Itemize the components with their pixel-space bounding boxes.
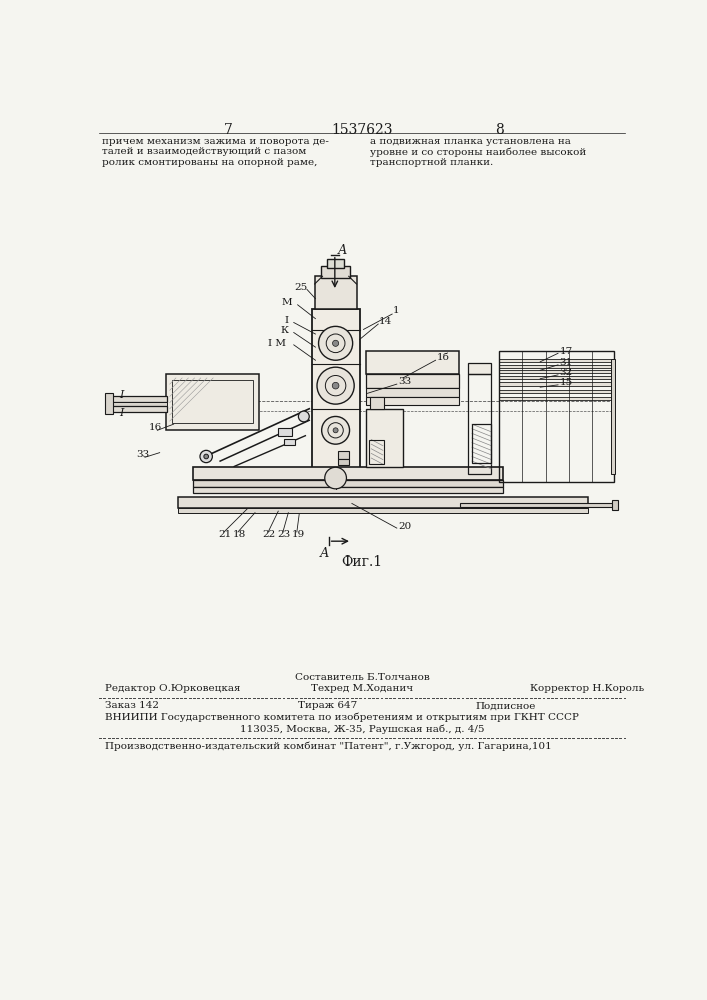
Text: 22: 22 [263,530,276,539]
Circle shape [325,467,346,489]
Text: 33: 33 [398,377,411,386]
Text: 18: 18 [233,530,246,539]
Bar [460,503,615,507]
Text: 15: 15 [559,378,573,387]
Bar [172,380,252,423]
Text: 1537623: 1537623 [331,123,392,137]
Bar [499,376,614,379]
Bar [499,382,614,386]
Text: 17: 17 [559,347,573,356]
Text: 32: 32 [559,368,573,377]
Text: I: I [119,408,124,418]
Text: А: А [320,547,329,560]
Bar [193,487,503,493]
Text: 19: 19 [291,530,305,539]
Bar [499,365,614,368]
Text: Составитель Б.Толчанов: Составитель Б.Толчанов [295,673,429,682]
Bar [499,370,614,373]
Circle shape [319,326,353,360]
Text: 31: 31 [559,358,573,367]
Circle shape [204,454,209,459]
Bar [177,508,588,513]
Bar [370,397,384,409]
Bar [499,359,614,362]
Text: 20: 20 [398,522,411,531]
Bar [166,374,259,430]
Text: 113035, Москва, Ж-35, Раушская наб., д. 4/5: 113035, Москва, Ж-35, Раушская наб., д. … [240,724,484,734]
Text: 16: 16 [149,424,162,432]
Text: 1б: 1б [437,353,450,362]
Bar [338,451,349,459]
Circle shape [332,382,339,389]
Text: ВНИИПИ Государственного комитета по изобретениям и открытиям при ГКНТ СССР: ВНИИПИ Государственного комитета по изоб… [105,713,579,722]
Text: Корректор Н.Король: Корректор Н.Король [530,684,644,693]
Bar [366,374,459,388]
Bar [472,424,491,463]
Bar [112,406,168,412]
Bar [315,276,356,309]
Text: 14: 14 [379,317,392,326]
Bar [611,359,615,474]
Bar [321,266,351,278]
Bar [312,309,360,478]
Text: А: А [338,244,347,257]
Bar [193,466,503,480]
Bar [279,428,292,436]
Bar [327,259,344,268]
Circle shape [298,411,309,422]
Text: 1: 1 [393,306,399,315]
Text: Тираж 647: Тираж 647 [298,701,357,710]
Text: Подписное: Подписное [476,701,536,710]
Text: 7: 7 [223,123,233,137]
Circle shape [332,340,339,346]
Bar [177,497,588,508]
Text: Редактор О.Юрковецкая: Редактор О.Юрковецкая [105,684,241,693]
Bar [468,363,491,374]
Bar [193,480,503,487]
Bar [499,351,614,482]
Text: причем механизм зажима и поворота де-
талей и взаимодействующий с пазом
ролик см: причем механизм зажима и поворота де- та… [103,137,329,167]
Text: 23: 23 [277,530,291,539]
Text: а подвижная планка установлена на
уровне и со стороны наиболее высокой
транспорт: а подвижная планка установлена на уровне… [370,137,586,167]
Text: 21: 21 [218,530,232,539]
Text: К: К [280,326,288,335]
Bar [112,396,168,402]
Text: I: I [119,390,124,400]
Text: Фиг.1: Фиг.1 [341,555,382,569]
Text: 25: 25 [294,283,308,292]
Bar [612,500,618,510]
Bar [308,478,363,487]
Text: I М: I М [268,339,286,348]
Text: Заказ 142: Заказ 142 [105,701,159,710]
Bar [366,388,459,397]
Text: 8: 8 [495,123,503,137]
Bar [284,439,296,445]
Bar [112,402,168,406]
Circle shape [317,367,354,404]
Circle shape [333,428,338,433]
Bar [366,351,459,374]
Bar [366,397,459,405]
Text: I: I [284,316,288,325]
Circle shape [322,416,349,444]
Bar [499,389,614,393]
Text: Производственно-издательский комбинат "Патент", г.Ужгород, ул. Гагарина,101: Производственно-издательский комбинат "П… [105,741,552,751]
Bar [105,393,113,414]
Circle shape [200,450,212,463]
Bar [338,459,349,465]
Bar [468,374,491,474]
Text: 33: 33 [136,450,150,459]
Text: Техред М.Ходанич: Техред М.Ходанич [311,684,413,693]
Bar [369,440,385,464]
Bar [366,409,403,466]
Bar [499,397,614,400]
Text: М: М [281,298,292,307]
